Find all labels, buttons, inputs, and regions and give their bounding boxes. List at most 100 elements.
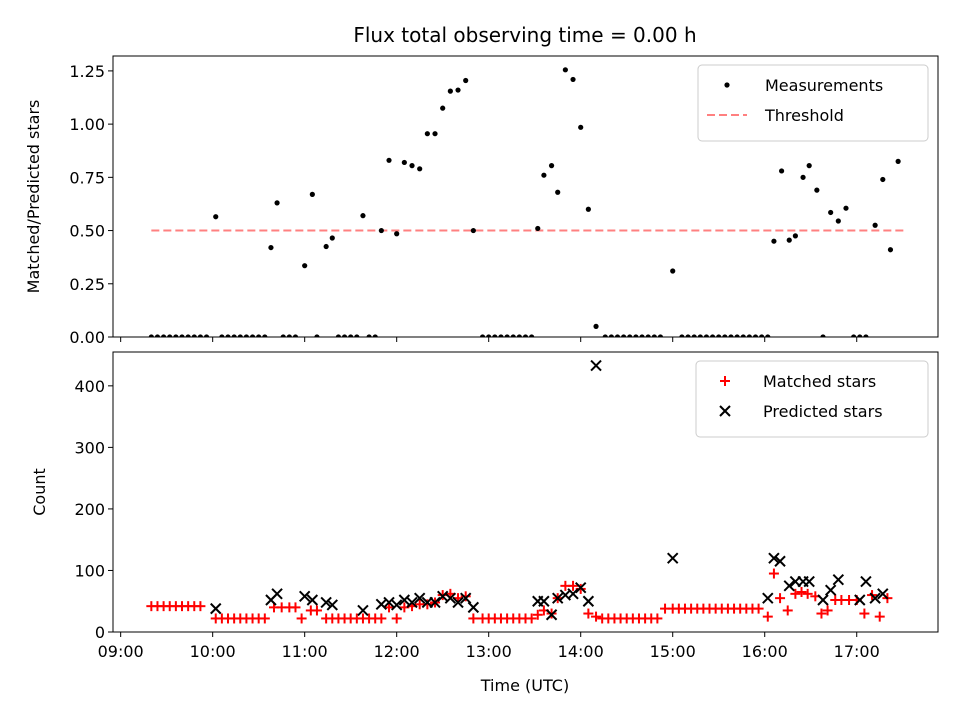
data-point: [249, 334, 256, 337]
data-point: [386, 157, 392, 163]
bottom-ytick-label: 400: [74, 377, 105, 396]
data-point-b: [824, 584, 837, 596]
data-point: [470, 227, 476, 234]
bottom-axes-frame: [112, 351, 939, 633]
data-point: [486, 334, 492, 337]
data-point: [820, 334, 826, 337]
legend-label: Threshold: [764, 106, 844, 125]
data-point-b: [326, 599, 338, 611]
data-point: [771, 238, 777, 244]
data-point: [585, 206, 591, 212]
data-point: [372, 334, 378, 337]
xtick-label: 11:00: [282, 642, 328, 661]
x-axis-label: Time (UTC): [480, 676, 569, 695]
data-point: [463, 77, 469, 84]
data-point: [851, 334, 857, 337]
xtick-label: 09:00: [98, 642, 144, 661]
data-point: [432, 131, 438, 137]
data-point-b: [803, 575, 815, 588]
data-point: [614, 334, 621, 337]
data-point: [510, 334, 516, 337]
xtick-label: 12:00: [374, 642, 420, 661]
data-point-b: [860, 575, 872, 588]
data-point: [262, 334, 268, 337]
data-point: [768, 568, 779, 579]
data-point: [535, 225, 541, 232]
data-point: [354, 334, 360, 337]
xtick-label: 17:00: [834, 642, 880, 661]
bottom-y-axis-label: Count: [30, 468, 49, 516]
data-point: [621, 334, 627, 337]
series-measurements: [148, 67, 901, 337]
data-point: [774, 555, 786, 567]
data-point: [203, 334, 210, 337]
top-y-axis-label: Matched/Predicted stars: [24, 100, 43, 294]
data-point: [590, 359, 602, 372]
data-point: [348, 334, 354, 337]
data-point: [479, 334, 486, 337]
data-point: [863, 334, 869, 337]
data-point: [538, 595, 550, 607]
data-point: [562, 67, 568, 73]
data-point: [210, 602, 222, 615]
data-point: [591, 611, 602, 622]
xtick-label: 15:00: [650, 642, 696, 661]
data-point-b: [357, 604, 369, 617]
data-point: [792, 233, 798, 239]
data-point: [225, 334, 231, 337]
top-ytick-label: 0.50: [69, 222, 105, 241]
data-point: [872, 222, 878, 228]
data-point-b: [467, 601, 480, 614]
data-point: [268, 244, 274, 251]
data-point: [422, 599, 433, 610]
data-point: [309, 191, 315, 197]
data-point-b: [832, 573, 845, 586]
data-point-b: [590, 359, 602, 372]
data-point: [429, 596, 441, 609]
data-point: [243, 334, 250, 337]
data-point: [716, 334, 722, 337]
top-data: [148, 67, 906, 337]
legend-marker: [724, 82, 730, 88]
data-point-b: [298, 590, 311, 603]
data-point-b: [459, 592, 472, 604]
data-point: [843, 205, 849, 211]
data-point: [311, 605, 322, 616]
data-point: [526, 613, 537, 624]
data-point: [824, 584, 837, 596]
data-point: [806, 163, 812, 169]
bottom-data: [146, 359, 893, 624]
data-point: [633, 334, 639, 337]
legend-label: Matched stars: [763, 372, 876, 391]
legend-marker-b: [719, 405, 731, 417]
data-point: [529, 334, 535, 337]
data-point: [567, 588, 579, 600]
legend-label: Predicted stars: [763, 402, 883, 421]
data-point: [468, 613, 479, 624]
top-ytick-label: 1.00: [69, 115, 105, 134]
top-ytick-label: 1.25: [69, 62, 105, 81]
data-point: [582, 595, 595, 607]
data-point: [231, 334, 237, 337]
data-point: [728, 334, 734, 337]
data-point: [390, 599, 403, 611]
data-point: [341, 334, 348, 337]
data-point: [574, 581, 587, 594]
data-point: [880, 176, 886, 183]
data-point-b: [390, 599, 403, 611]
data-point: [679, 334, 685, 337]
data-point: [782, 605, 793, 616]
data-point: [237, 334, 243, 337]
data-point: [376, 613, 387, 624]
data-point: [185, 334, 191, 337]
data-point: [398, 594, 411, 606]
data-point: [802, 588, 813, 599]
data-point: [280, 334, 286, 337]
data-point: [516, 334, 522, 337]
data-point: [256, 334, 262, 337]
data-point: [627, 334, 633, 337]
data-point: [548, 163, 555, 169]
data-point: [697, 334, 703, 337]
data-point: [752, 334, 759, 337]
data-point: [424, 131, 430, 137]
